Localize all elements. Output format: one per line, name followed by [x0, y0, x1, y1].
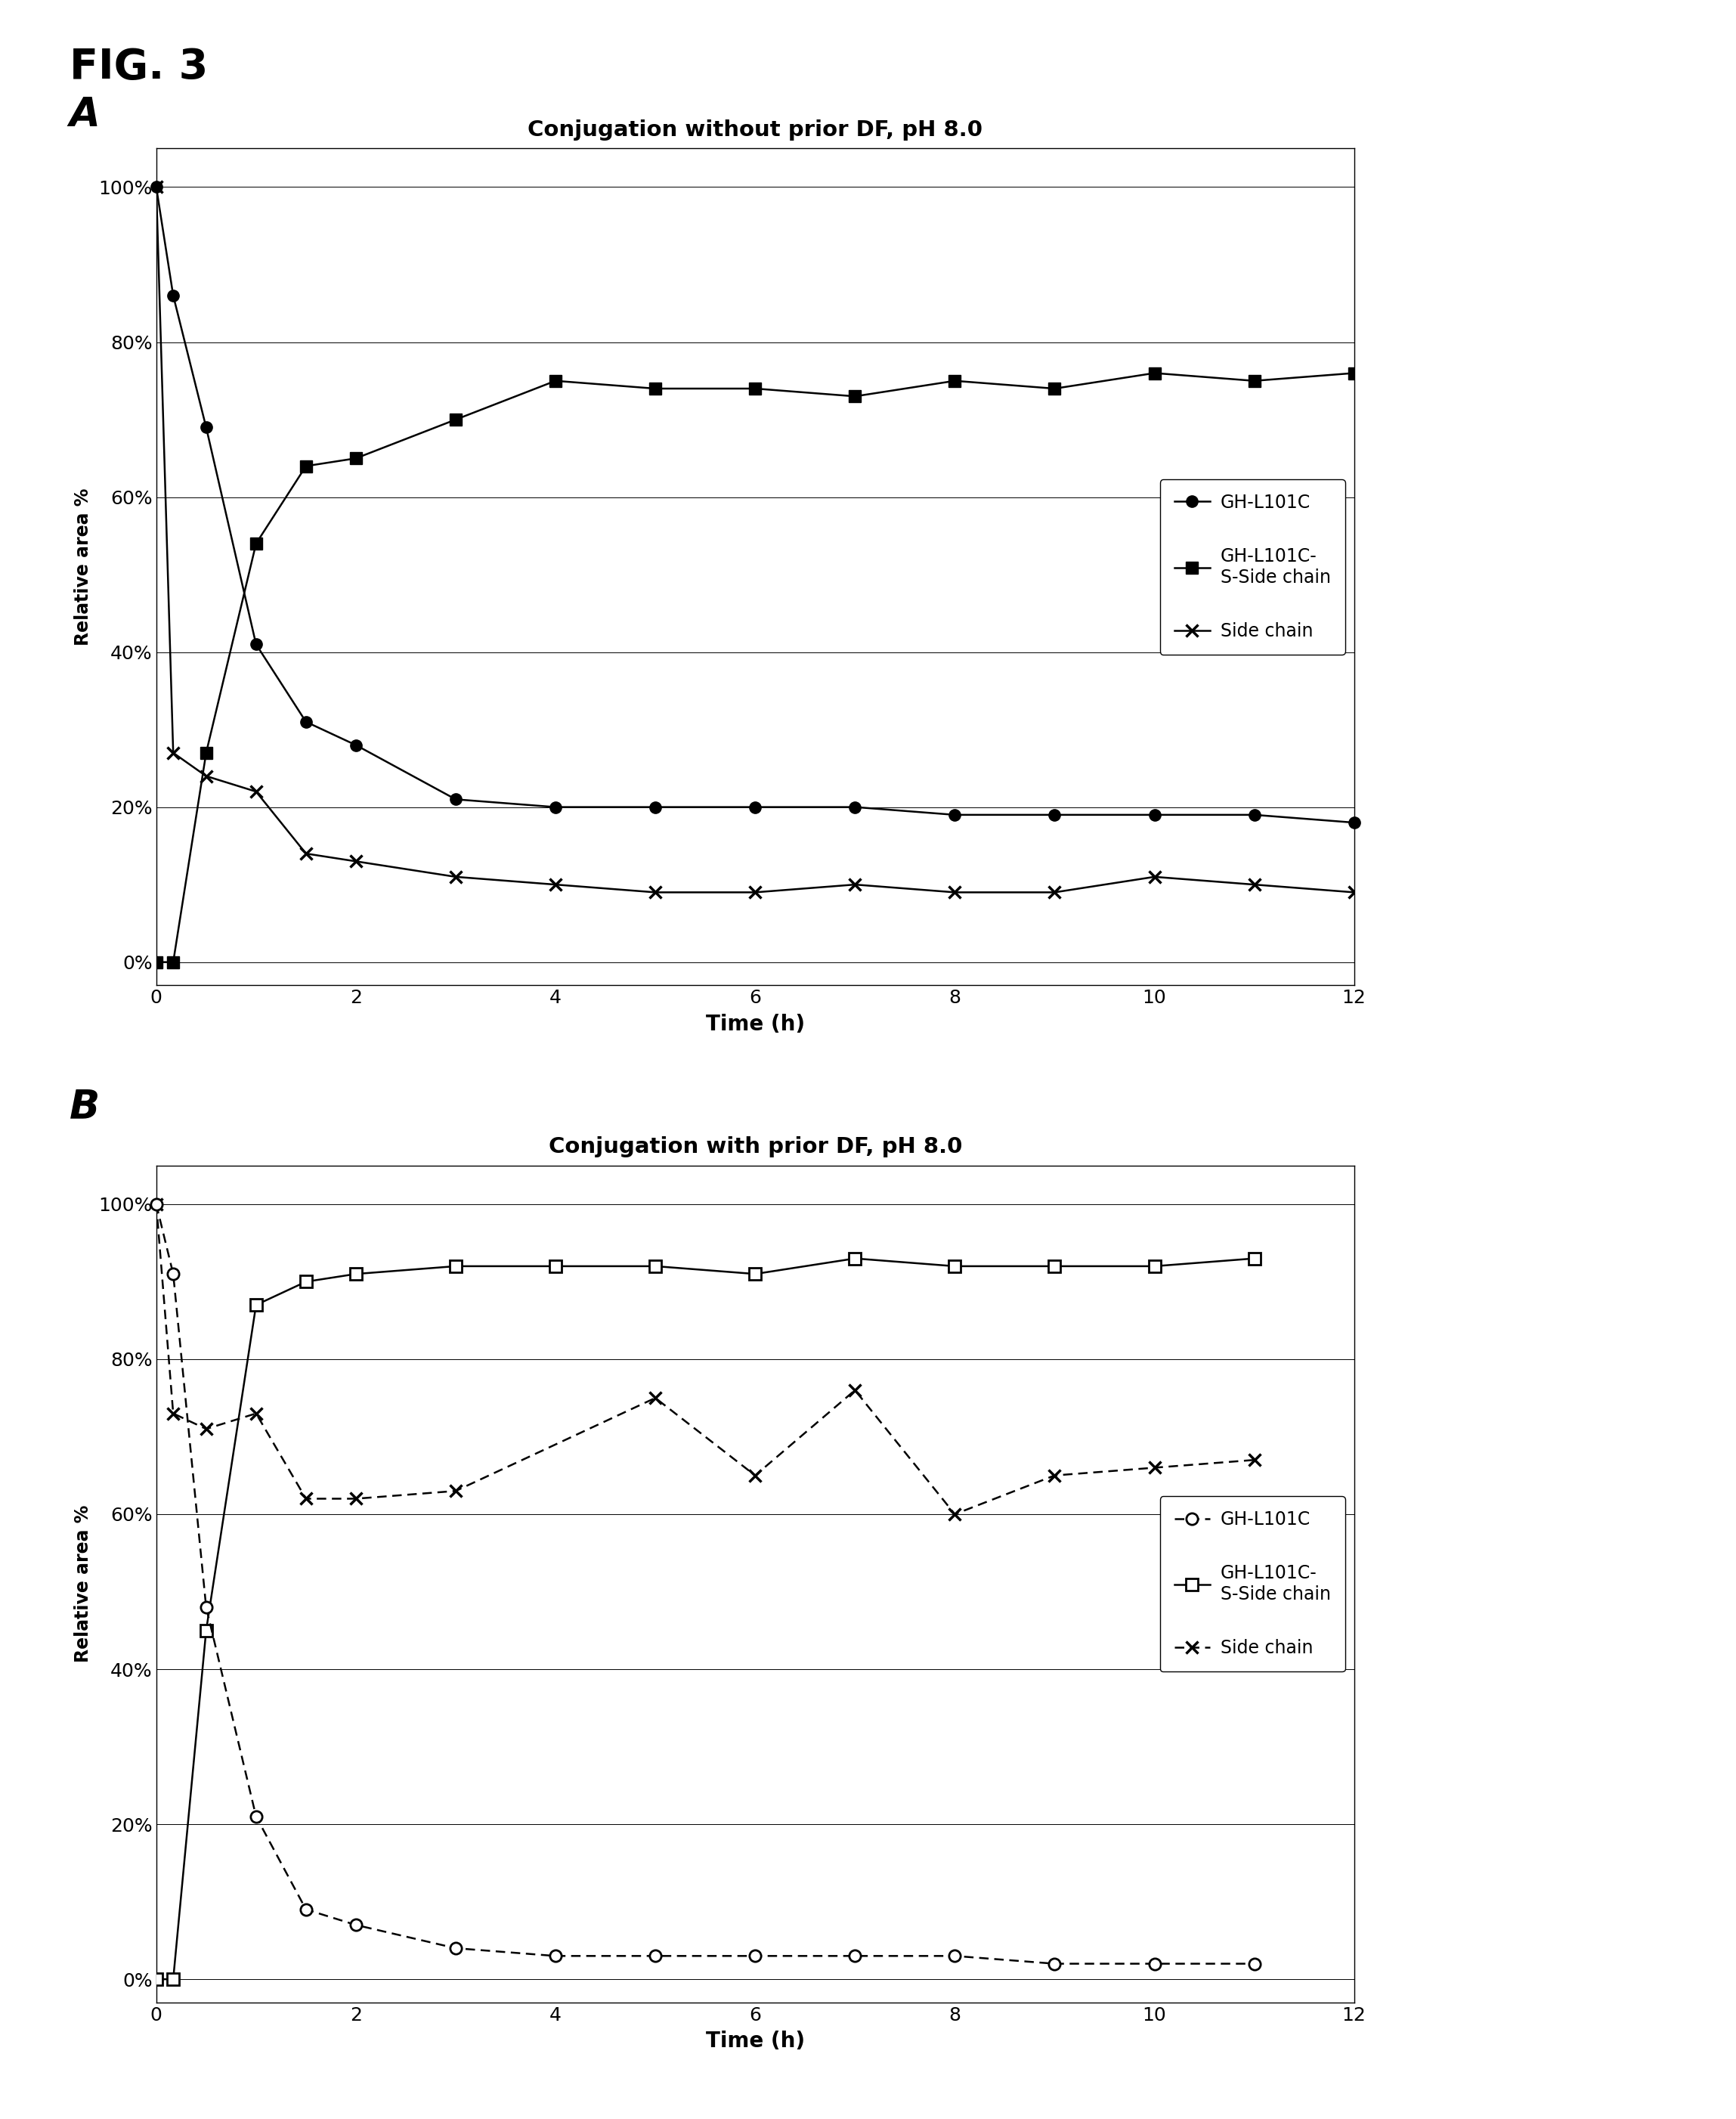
- Text: A: A: [69, 95, 101, 136]
- Y-axis label: Relative area %: Relative area %: [75, 487, 92, 646]
- Text: B: B: [69, 1087, 101, 1127]
- Y-axis label: Relative area %: Relative area %: [75, 1504, 92, 1663]
- X-axis label: Time (h): Time (h): [705, 1013, 806, 1034]
- Legend: GH-L101C, GH-L101C-
S-Side chain, Side chain: GH-L101C, GH-L101C- S-Side chain, Side c…: [1160, 1496, 1345, 1672]
- Title: Conjugation with prior DF, pH 8.0: Conjugation with prior DF, pH 8.0: [549, 1136, 962, 1157]
- Title: Conjugation without prior DF, pH 8.0: Conjugation without prior DF, pH 8.0: [528, 119, 983, 140]
- X-axis label: Time (h): Time (h): [705, 2030, 806, 2051]
- Text: FIG. 3: FIG. 3: [69, 47, 208, 87]
- Legend: GH-L101C, GH-L101C-
S-Side chain, Side chain: GH-L101C, GH-L101C- S-Side chain, Side c…: [1160, 479, 1345, 655]
